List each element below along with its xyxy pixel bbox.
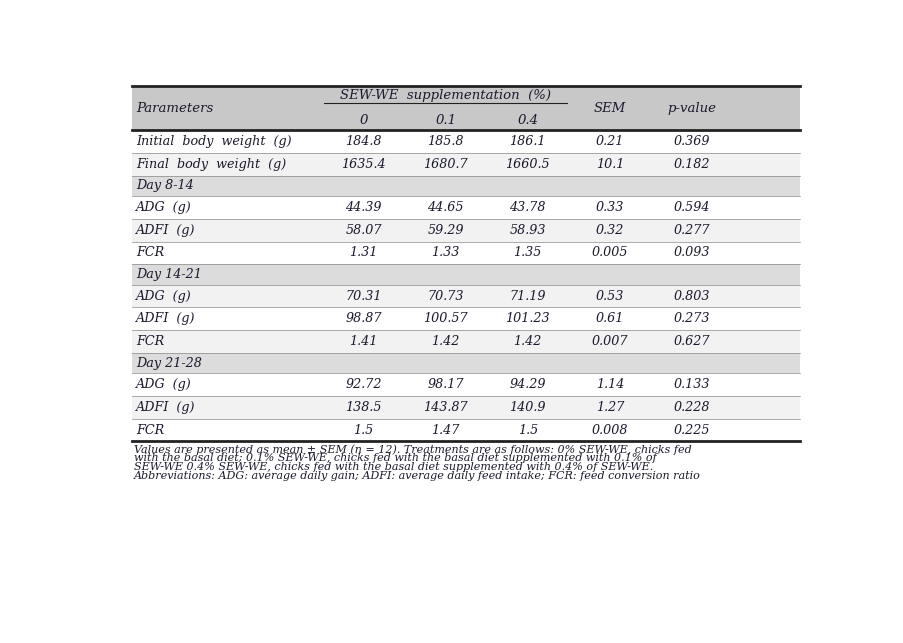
Bar xyxy=(132,111,799,131)
Bar xyxy=(132,330,799,353)
Text: 1.14: 1.14 xyxy=(595,378,623,391)
Text: 140.9: 140.9 xyxy=(509,401,545,414)
Bar xyxy=(132,396,799,419)
Text: 58.93: 58.93 xyxy=(509,224,545,237)
Text: Day 14-21: Day 14-21 xyxy=(136,268,202,281)
Text: 100.57: 100.57 xyxy=(423,312,468,325)
Bar xyxy=(132,419,799,441)
Text: 0.32: 0.32 xyxy=(595,224,623,237)
Text: 70.31: 70.31 xyxy=(345,289,381,303)
Text: SEW-WE  supplementation  (%): SEW-WE supplementation (%) xyxy=(340,89,551,102)
Text: 101.23: 101.23 xyxy=(505,312,549,325)
Text: 94.29: 94.29 xyxy=(509,378,545,391)
Bar xyxy=(132,86,799,111)
Text: with the basal diet; 0.1% SEW-WE, chicks fed with the basal diet supplemented wi: with the basal diet; 0.1% SEW-WE, chicks… xyxy=(134,453,656,464)
Text: 92.72: 92.72 xyxy=(345,378,381,391)
Text: Day 21-28: Day 21-28 xyxy=(136,356,202,370)
Text: 0: 0 xyxy=(359,114,368,127)
Text: 1.41: 1.41 xyxy=(349,335,377,348)
Text: 0.182: 0.182 xyxy=(673,158,710,171)
Text: 0.093: 0.093 xyxy=(673,246,710,259)
Text: 1.33: 1.33 xyxy=(431,246,460,259)
Text: 44.39: 44.39 xyxy=(345,201,381,214)
Text: 185.8: 185.8 xyxy=(427,135,463,148)
Text: Initial  body  weight  (g): Initial body weight (g) xyxy=(136,135,292,148)
Text: 70.73: 70.73 xyxy=(427,289,463,303)
Text: ADFI  (g): ADFI (g) xyxy=(136,401,196,414)
Text: SEW-WE 0.4% SEW-WE, chicks fed with the basal diet supplemented with 0.4% of SEW: SEW-WE 0.4% SEW-WE, chicks fed with the … xyxy=(134,462,653,472)
Text: 0.225: 0.225 xyxy=(673,424,710,437)
Text: 184.8: 184.8 xyxy=(345,135,381,148)
Bar xyxy=(132,176,799,196)
Text: 1.27: 1.27 xyxy=(595,401,623,414)
Text: ADFI  (g): ADFI (g) xyxy=(136,224,196,237)
Text: FCR: FCR xyxy=(136,424,164,437)
Text: 0.594: 0.594 xyxy=(673,201,710,214)
Text: 0.61: 0.61 xyxy=(595,312,623,325)
Text: 1.31: 1.31 xyxy=(349,246,377,259)
Text: 1.35: 1.35 xyxy=(513,246,541,259)
Text: FCR: FCR xyxy=(136,335,164,348)
Text: 0.803: 0.803 xyxy=(673,289,710,303)
Text: 0.005: 0.005 xyxy=(591,246,628,259)
Text: ADG  (g): ADG (g) xyxy=(136,378,191,391)
Text: 98.87: 98.87 xyxy=(345,312,381,325)
Bar xyxy=(132,353,799,373)
Text: 0.133: 0.133 xyxy=(673,378,710,391)
Bar xyxy=(132,373,799,396)
Text: 0.33: 0.33 xyxy=(595,201,623,214)
Text: 0.277: 0.277 xyxy=(673,224,710,237)
Text: p-value: p-value xyxy=(666,102,715,115)
Bar xyxy=(132,131,799,153)
Text: 0.627: 0.627 xyxy=(673,335,710,348)
Text: 0.228: 0.228 xyxy=(673,401,710,414)
Text: 43.78: 43.78 xyxy=(509,201,545,214)
Bar xyxy=(132,264,799,285)
Bar xyxy=(132,307,799,330)
Text: 0.369: 0.369 xyxy=(673,135,710,148)
Text: 1635.4: 1635.4 xyxy=(341,158,386,171)
Text: 186.1: 186.1 xyxy=(509,135,545,148)
Text: 44.65: 44.65 xyxy=(427,201,463,214)
Bar xyxy=(132,242,799,264)
Text: FCR: FCR xyxy=(136,246,164,259)
Text: Values are presented as mean ± SEM (n = 12). Treatments are as follows: 0% SEW-W: Values are presented as mean ± SEM (n = … xyxy=(134,444,691,455)
Text: 59.29: 59.29 xyxy=(427,224,463,237)
Text: ADG  (g): ADG (g) xyxy=(136,201,191,214)
Text: 1.5: 1.5 xyxy=(353,424,373,437)
Bar xyxy=(132,219,799,242)
Text: 143.87: 143.87 xyxy=(423,401,468,414)
Bar xyxy=(132,285,799,307)
Bar xyxy=(132,153,799,176)
Text: 0.53: 0.53 xyxy=(595,289,623,303)
Text: 1.47: 1.47 xyxy=(431,424,460,437)
Text: ADG  (g): ADG (g) xyxy=(136,289,191,303)
Text: 138.5: 138.5 xyxy=(345,401,381,414)
Text: SEM: SEM xyxy=(593,102,625,115)
Text: 71.19: 71.19 xyxy=(509,289,545,303)
Text: 0.1: 0.1 xyxy=(434,114,456,127)
Text: Final  body  weight  (g): Final body weight (g) xyxy=(136,158,286,171)
Text: 10.1: 10.1 xyxy=(595,158,623,171)
Text: 58.07: 58.07 xyxy=(345,224,381,237)
Text: 0.007: 0.007 xyxy=(591,335,628,348)
Text: 1.42: 1.42 xyxy=(513,335,541,348)
Text: 98.17: 98.17 xyxy=(427,378,463,391)
Text: Abbreviations: ADG: average daily gain; ADFI: average daily feed intake; FCR: fe: Abbreviations: ADG: average daily gain; … xyxy=(134,471,700,481)
Bar xyxy=(132,196,799,219)
Text: 0.21: 0.21 xyxy=(595,135,623,148)
Text: Day 8-14: Day 8-14 xyxy=(136,179,194,192)
Text: ADFI  (g): ADFI (g) xyxy=(136,312,196,325)
Text: 1660.5: 1660.5 xyxy=(505,158,549,171)
Text: 0.4: 0.4 xyxy=(517,114,537,127)
Text: 1680.7: 1680.7 xyxy=(423,158,468,171)
Text: 1.42: 1.42 xyxy=(431,335,460,348)
Text: 0.273: 0.273 xyxy=(673,312,710,325)
Text: Parameters: Parameters xyxy=(136,102,213,115)
Text: 1.5: 1.5 xyxy=(517,424,537,437)
Text: 0.008: 0.008 xyxy=(591,424,628,437)
